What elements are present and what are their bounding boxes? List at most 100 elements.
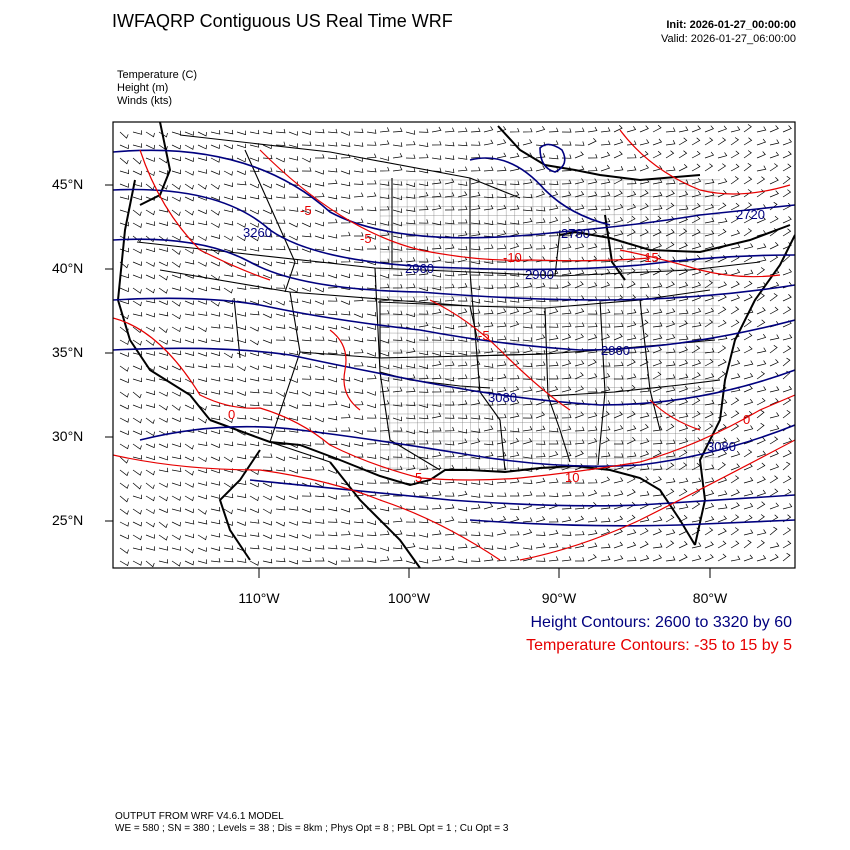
wind-barb [587,334,598,341]
county-line [622,179,624,471]
wind-barb [119,469,129,477]
wind-barb [444,516,455,523]
wind-barb [340,413,351,419]
wind-barb [483,232,494,238]
county-line [658,179,662,471]
wind-barb [743,124,752,133]
wind-barb [197,261,207,267]
wind-barb [132,209,142,217]
wind-barb [249,194,260,200]
wind-barb [132,339,142,346]
wind-barb [314,506,325,511]
wind-barb [301,519,312,524]
wind-barb [288,495,298,500]
wind-barb [158,559,169,564]
wind-barb [392,310,403,315]
wind-barb [210,363,221,368]
wind-barb [587,554,597,562]
wind-barb [431,155,442,160]
wind-barb [444,401,455,406]
wind-barb [418,454,429,460]
wind-barb [444,504,455,510]
wind-barb [600,517,611,523]
wind-barb [418,403,428,408]
wind-barb [730,423,740,432]
wind-barb [392,271,403,276]
wind-barb [509,180,520,185]
wind-barb [756,138,767,146]
wind-barb [457,506,468,512]
wind-barb [431,351,442,356]
wind-barb [418,505,429,510]
wind-barb [704,387,715,393]
wind-barb [327,246,338,252]
wind-barb [678,462,688,471]
wind-barb [379,491,390,497]
wind-barb [171,467,182,473]
wind-barb [340,194,351,199]
wind-barb [184,508,194,514]
wind-barb [704,411,714,419]
wind-barb [236,170,246,176]
wind-barb [366,427,377,432]
wind-barb [223,557,234,563]
wind-barb [691,542,702,549]
wind-barb [496,386,507,393]
wind-barb [509,307,520,315]
wind-barb [509,127,520,133]
wind-barb [665,452,676,458]
wind-barb [197,274,207,280]
wind-barb [353,504,364,510]
wind-barb [574,281,584,289]
wind-barb [431,387,442,393]
wind-barb [405,182,415,188]
wind-barb [600,555,611,562]
wind-barb [171,338,182,343]
height-contours [113,143,795,527]
wind-barb [119,339,129,345]
wind-barb [262,245,273,251]
wind-barb [405,270,416,276]
wind-barb [509,191,520,198]
wind-barb [522,217,533,224]
wind-barb [119,299,129,305]
wind-barb [301,258,312,264]
wind-barb [353,532,364,537]
wind-barb [275,376,286,382]
wind-barb [301,287,311,292]
wind-barb [483,480,494,486]
state-borders [136,134,761,471]
wind-barb [704,348,715,354]
wind-barb [639,269,650,276]
wind-barb [587,478,598,484]
wind-barb [184,209,194,216]
wind-barb [665,281,675,289]
wind-barb [535,516,546,523]
wind-barb [548,154,559,160]
wind-barb [132,521,142,527]
wind-barb [236,194,247,200]
wind-barb [392,221,402,227]
wind-barb [197,468,207,474]
wind-barb [496,438,507,445]
wind-barb [717,504,728,510]
wind-barb [470,230,481,237]
wind-barb [171,196,181,202]
wind-barb [301,534,311,539]
wind-barb [119,443,129,450]
wind-barb [639,491,650,497]
wind-barb [340,520,351,525]
wind-barb [171,209,181,217]
wind-barb [197,481,208,486]
wind-barb [132,157,142,165]
wind-barb [743,425,754,432]
wind-barb [509,360,520,367]
wind-barb [587,310,598,315]
wind-barb [444,192,455,198]
wind-barb [158,274,168,281]
wind-barb [730,410,740,419]
wind-barb [327,560,337,566]
wind-barb [509,152,520,159]
wind-barb [509,298,520,303]
wind-barb [418,559,429,564]
